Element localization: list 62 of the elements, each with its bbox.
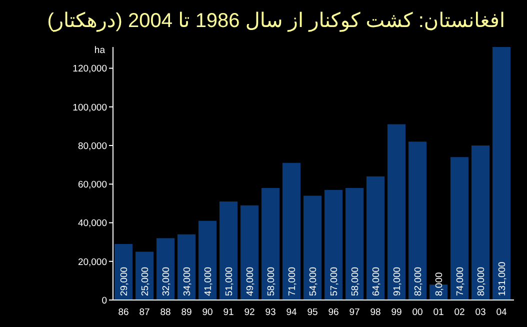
x-tick-label: 86 [118,307,129,318]
x-tick-label: 94 [286,307,297,318]
bar [240,205,259,300]
bar [303,196,322,300]
data-label: 41,000 [203,266,214,296]
data-label: 58,000 [266,266,277,296]
x-tick-label: 00 [412,307,423,318]
x-tick-label: 88 [160,307,171,318]
bar [345,188,364,300]
bar [366,176,385,300]
data-label: 64,000 [371,266,382,296]
x-tick-label: 99 [391,307,402,318]
bar [282,162,301,300]
data-label: 25,000 [140,266,151,296]
bar [408,142,427,300]
x-tick-label: 95 [307,307,318,318]
y-tick-label: 120,000 [72,64,107,75]
data-label: 29,000 [119,266,130,296]
y-tick-label: 80,000 [78,140,107,152]
data-label: 49,000 [245,266,256,296]
bar [492,47,511,300]
x-tick-label: 96 [328,307,339,318]
bar [198,220,217,300]
y-axis-title: ha [94,45,106,56]
x-tick-label: 90 [202,307,213,318]
chart-title: افغانستان: کشت کوکنار از سال 1986 تا 2004 (درهکتار) [47,10,505,32]
x-tick-label: 89 [181,307,192,318]
data-label: 71,000 [287,266,298,296]
data-label: 57,000 [329,266,340,296]
x-tick-label: 03 [475,307,486,318]
y-tick-label: 60,000 [78,180,107,191]
y-tick-label: 0 [102,296,107,306]
y-tick-label: 100,000 [72,102,107,114]
data-label: 51,000 [224,266,235,296]
x-tick-label: 01 [433,307,444,318]
data-label: 54,000 [308,266,319,296]
x-tick-label: 93 [265,307,276,318]
y-tick-label: 40,000 [78,218,107,230]
data-label: 91,000 [392,266,403,296]
data-label: 80,000 [476,266,487,296]
bar [261,188,280,300]
x-tick-label: 97 [349,307,360,318]
data-label: 82,000 [413,266,424,296]
bar [387,124,406,300]
data-label: 8,000 [434,272,445,296]
x-tick-label: 87 [139,307,150,318]
bar [324,190,343,300]
x-tick-label: 04 [496,307,507,318]
data-label: 131,000 [497,262,508,296]
data-label: 32,000 [161,266,172,296]
bar [219,202,238,300]
data-label: 74,000 [455,266,466,296]
x-tick-label: 92 [244,307,255,318]
x-tick-label: 02 [454,307,465,318]
bar [177,234,196,300]
bar [471,145,490,300]
x-tick-label: 91 [223,307,234,318]
x-tick-label: 98 [370,307,381,318]
data-label: 34,000 [182,266,193,296]
y-tick-label: 20,000 [78,256,107,268]
data-label: 58,000 [350,266,361,296]
bar [450,157,469,300]
